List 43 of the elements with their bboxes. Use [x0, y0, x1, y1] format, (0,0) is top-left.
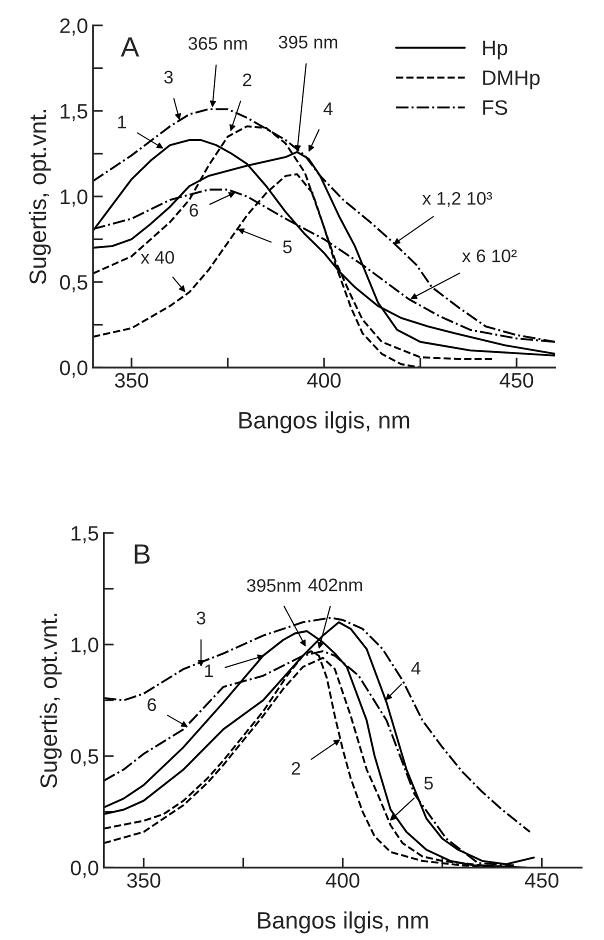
- x-axis-title: Bangos ilgis, nm: [239, 411, 410, 434]
- annotation: 5: [424, 776, 433, 790]
- annotation: 3: [164, 70, 173, 84]
- legend-label: Hp: [483, 40, 508, 60]
- x-tick-label: 350: [127, 873, 160, 888]
- annotation: 6: [190, 204, 198, 217]
- x-axis-title: Bangos ilgis, nm: [258, 911, 428, 934]
- y-tick-label: 0,5: [60, 275, 88, 292]
- annotation: x 1,2 10³: [422, 192, 492, 207]
- y-axis-title: Sugertis, opt.vnt.: [40, 614, 62, 788]
- x-tick-label: 450: [524, 873, 558, 888]
- legend-label: DMHp: [483, 70, 540, 90]
- annotation: x 40: [140, 250, 174, 264]
- chart-title: A: [120, 37, 140, 57]
- y-tick-label: 1,0: [60, 189, 88, 207]
- annotation: 4: [323, 102, 333, 115]
- x-tick-label: 350: [114, 372, 148, 388]
- y-tick-label: 2,0: [60, 18, 88, 36]
- y-tick-label: 1,5: [72, 526, 98, 544]
- annotation: 395nm: [246, 579, 300, 592]
- annotation: 3: [196, 612, 206, 624]
- legend-label: FS: [483, 100, 508, 115]
- chart-title: B: [134, 544, 150, 564]
- annotation: 1: [205, 664, 213, 678]
- annotation: 402nm: [308, 578, 362, 592]
- annotation: 2: [243, 74, 252, 86]
- annotation: 2: [292, 762, 300, 775]
- y-tick-label: 1,5: [60, 104, 88, 122]
- annotation: 5: [283, 240, 292, 254]
- y-tick-label: 0,0: [60, 360, 88, 378]
- annotation: 395 nm: [278, 36, 338, 48]
- x-tick-label: 400: [307, 372, 341, 388]
- annotation: 1: [118, 116, 126, 128]
- annotation: 365 nm: [188, 37, 247, 50]
- annotation: 6: [148, 698, 156, 712]
- y-tick-label: 0,0: [70, 860, 98, 878]
- y-tick-label: 1,0: [72, 638, 98, 655]
- annotation: 4: [411, 662, 420, 674]
- x-tick-label: 400: [326, 873, 360, 888]
- y-axis-title: Sugertis, opt.vnt.: [28, 110, 51, 284]
- x-tick-label: 450: [500, 372, 534, 388]
- annotation: x 6 10²: [462, 250, 517, 262]
- y-tick-label: 0,5: [70, 749, 98, 766]
